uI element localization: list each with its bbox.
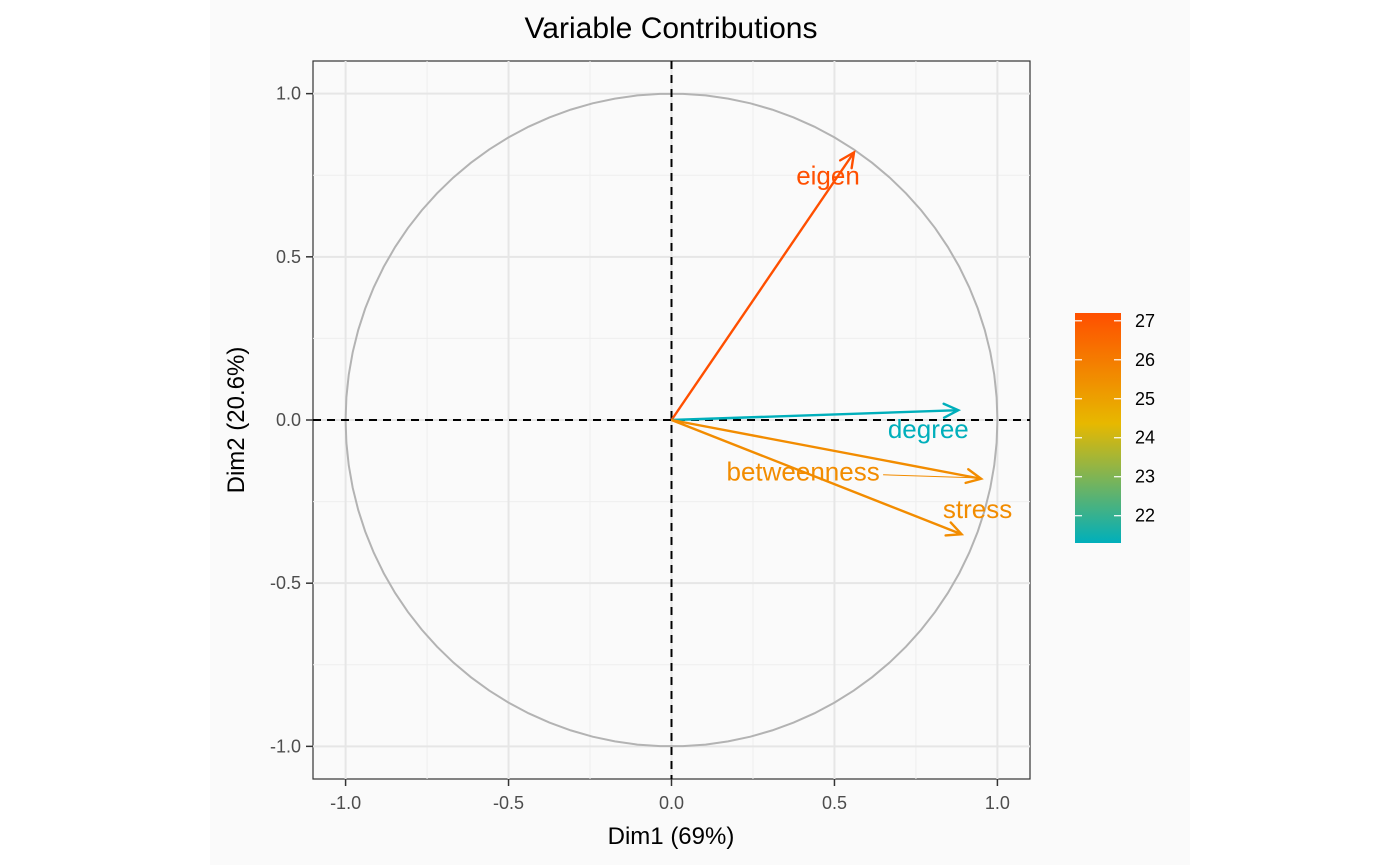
x-tick-label: 1.0 (985, 793, 1010, 813)
legend-ticks: 27 26 25 24 23 22 (1075, 311, 1155, 526)
arrow-degree (671, 409, 959, 422)
arrow-head-eigen (838, 150, 856, 170)
arrow-label-degree: degree (888, 414, 969, 444)
chart-figure: Variable Contributions eigendegreebetwee… (210, 0, 1190, 865)
chart-canvas: Variable Contributions eigendegreebetwee… (223, 12, 1155, 850)
y-tick-label: -0.5 (270, 573, 301, 593)
y-axis-title: Dim2 (20.6%) (223, 347, 250, 494)
x-axis-ticks: -1.0 -0.5 0.0 0.5 1.0 (330, 779, 1010, 813)
legend-label: 24 (1135, 428, 1155, 448)
arrow-head-stress (944, 521, 965, 537)
x-tick-label: -0.5 (493, 793, 524, 813)
arrow-betweenness (671, 418, 982, 480)
y-tick-label: 0.5 (276, 247, 301, 267)
x-tick-label: 0.0 (659, 793, 684, 813)
x-axis-title: Dim1 (69%) (608, 823, 735, 850)
chart-title: Variable Contributions (525, 12, 818, 45)
arrow-eigen (670, 151, 856, 421)
arrow-head-degree (942, 402, 962, 419)
y-axis-ticks: -1.0 -0.5 0.0 0.5 1.0 (270, 84, 313, 756)
legend-label: 25 (1135, 389, 1155, 409)
x-tick-label: -1.0 (330, 793, 361, 813)
y-tick-label: -1.0 (270, 736, 301, 756)
arrow-stress (671, 418, 962, 536)
legend-gradient-bar (1075, 313, 1121, 543)
legend-colorbar: 27 26 25 24 23 22 (1075, 311, 1155, 543)
legend-label: 27 (1135, 311, 1155, 331)
legend-label: 26 (1135, 350, 1155, 370)
variable-arrows: eigendegreebetweennessstress (670, 150, 1012, 537)
y-tick-label: 1.0 (276, 84, 301, 104)
arrow-head-betweenness (964, 468, 984, 485)
arrow-label-eigen: eigen (796, 160, 860, 190)
y-tick-label: 0.0 (276, 410, 301, 430)
label-leader-betweenness (883, 474, 974, 479)
legend-label: 23 (1135, 467, 1155, 487)
x-tick-label: 0.5 (822, 793, 847, 813)
legend-label: 22 (1135, 506, 1155, 526)
arrow-label-stress: stress (943, 494, 1012, 524)
